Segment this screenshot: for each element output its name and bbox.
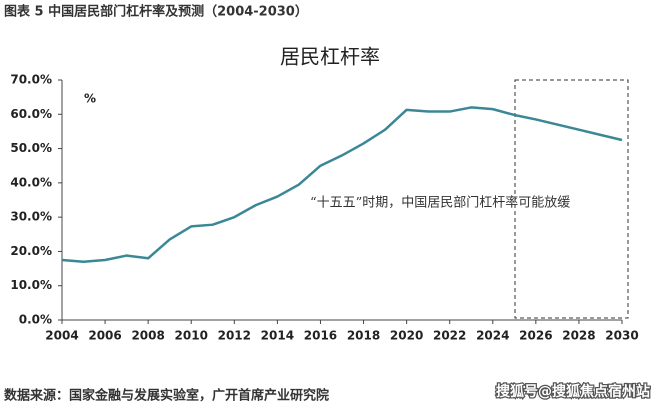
unit-label: % — [84, 92, 96, 106]
data-line — [61, 106, 623, 263]
y-tick-label: 0.0% — [19, 313, 52, 327]
y-tick-label: 30.0% — [10, 210, 52, 224]
x-tick-label: 2014 — [261, 329, 294, 343]
x-tick-label: 2012 — [218, 329, 251, 343]
x-tick-label: 2008 — [131, 329, 164, 343]
x-tick-label: 2026 — [519, 329, 552, 343]
x-tick-label: 2006 — [88, 329, 121, 343]
y-tick-label: 70.0% — [10, 73, 52, 87]
x-tick-label: 2028 — [562, 329, 595, 343]
forecast-box — [514, 79, 629, 319]
y-tick-label: 10.0% — [10, 278, 52, 292]
x-tick-label: 2016 — [304, 329, 337, 343]
source: 数据来源：国家金融与发展实验室，广开首席产业研究院 — [4, 388, 329, 404]
x-tick-label: 2020 — [390, 329, 423, 343]
chart-title: 居民杠杆率 — [280, 45, 380, 69]
figure-caption: 图表 5 中国居民部门杠杆率及预测（2004-2030） — [4, 4, 308, 20]
watermark: 搜狐号@搜狐焦点宿州站 — [496, 383, 650, 400]
x-tick-label: 2018 — [347, 329, 380, 343]
y-tick-label: 40.0% — [10, 175, 52, 189]
annotation: “十五五”时期，中国居民部门杠杆率可能放缓 — [310, 195, 570, 211]
y-tick-label: 50.0% — [10, 141, 52, 155]
x-tick-label: 2010 — [175, 329, 208, 343]
x-tick-label: 2024 — [476, 329, 509, 343]
x-tick-label: 2022 — [433, 329, 466, 343]
y-tick-label: 20.0% — [10, 244, 52, 258]
x-tick-label: 2030 — [605, 329, 638, 343]
x-tick-label: 2004 — [45, 329, 78, 343]
y-tick-label: 60.0% — [10, 107, 52, 121]
